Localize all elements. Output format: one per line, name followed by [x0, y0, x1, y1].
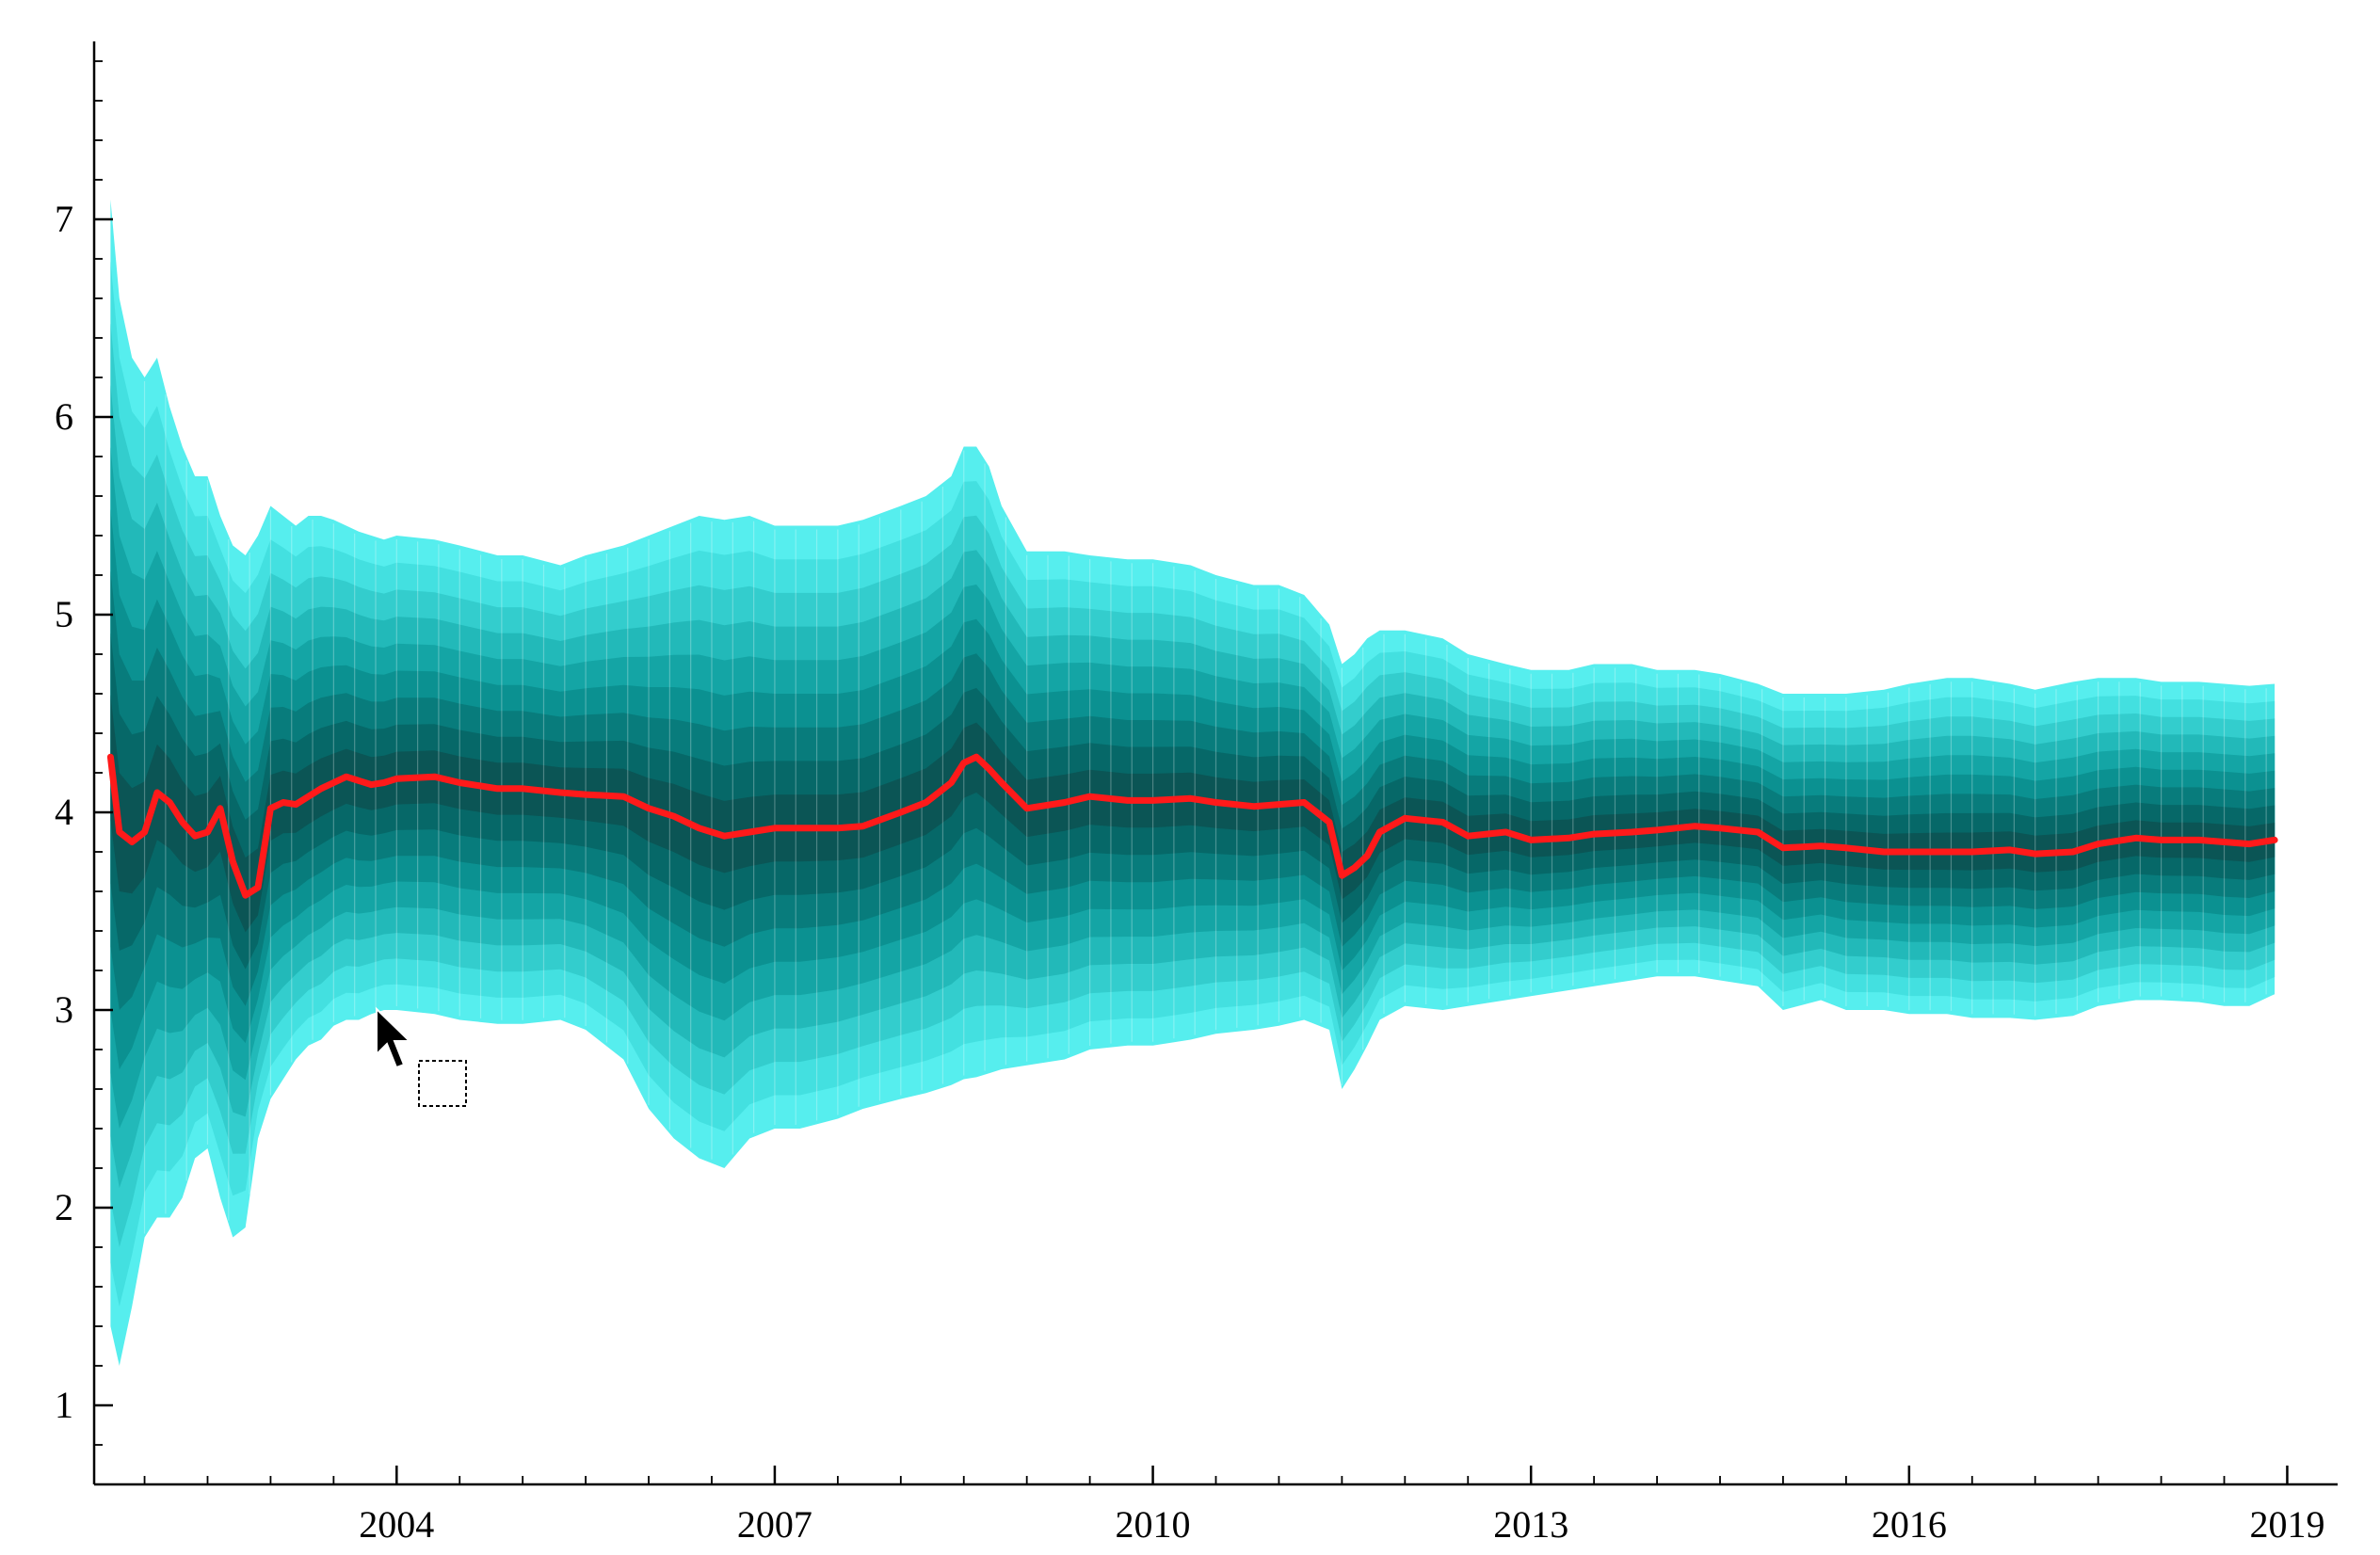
axes: 1 2 3 4 5 6 7 2004 2007 2010 2013 2016 2019 [55, 41, 2338, 1546]
x-tick-label: 2010 [1116, 1503, 1191, 1546]
x-tick-label: 2007 [737, 1503, 812, 1546]
y-tick-label: 4 [55, 791, 73, 833]
y-tick-label: 3 [55, 988, 73, 1031]
y-tick-label: 6 [55, 395, 73, 438]
median-layer [106, 753, 2278, 899]
median-line [106, 753, 2278, 899]
x-tick-label: 2004 [359, 1503, 434, 1546]
y-tick-label: 1 [55, 1384, 73, 1426]
x-tick-label: 2019 [2249, 1503, 2324, 1546]
y-tick-label: 2 [55, 1186, 73, 1228]
x-tick-label: 2016 [1872, 1503, 1947, 1546]
x-tick-label: 2013 [1493, 1503, 1568, 1546]
mouse-cursor-icon [376, 1006, 467, 1107]
y-tick-label: 7 [55, 198, 73, 240]
y-tick-label: 5 [55, 593, 73, 635]
band-9 [110, 695, 2275, 933]
forecast-bands [110, 200, 2275, 1366]
